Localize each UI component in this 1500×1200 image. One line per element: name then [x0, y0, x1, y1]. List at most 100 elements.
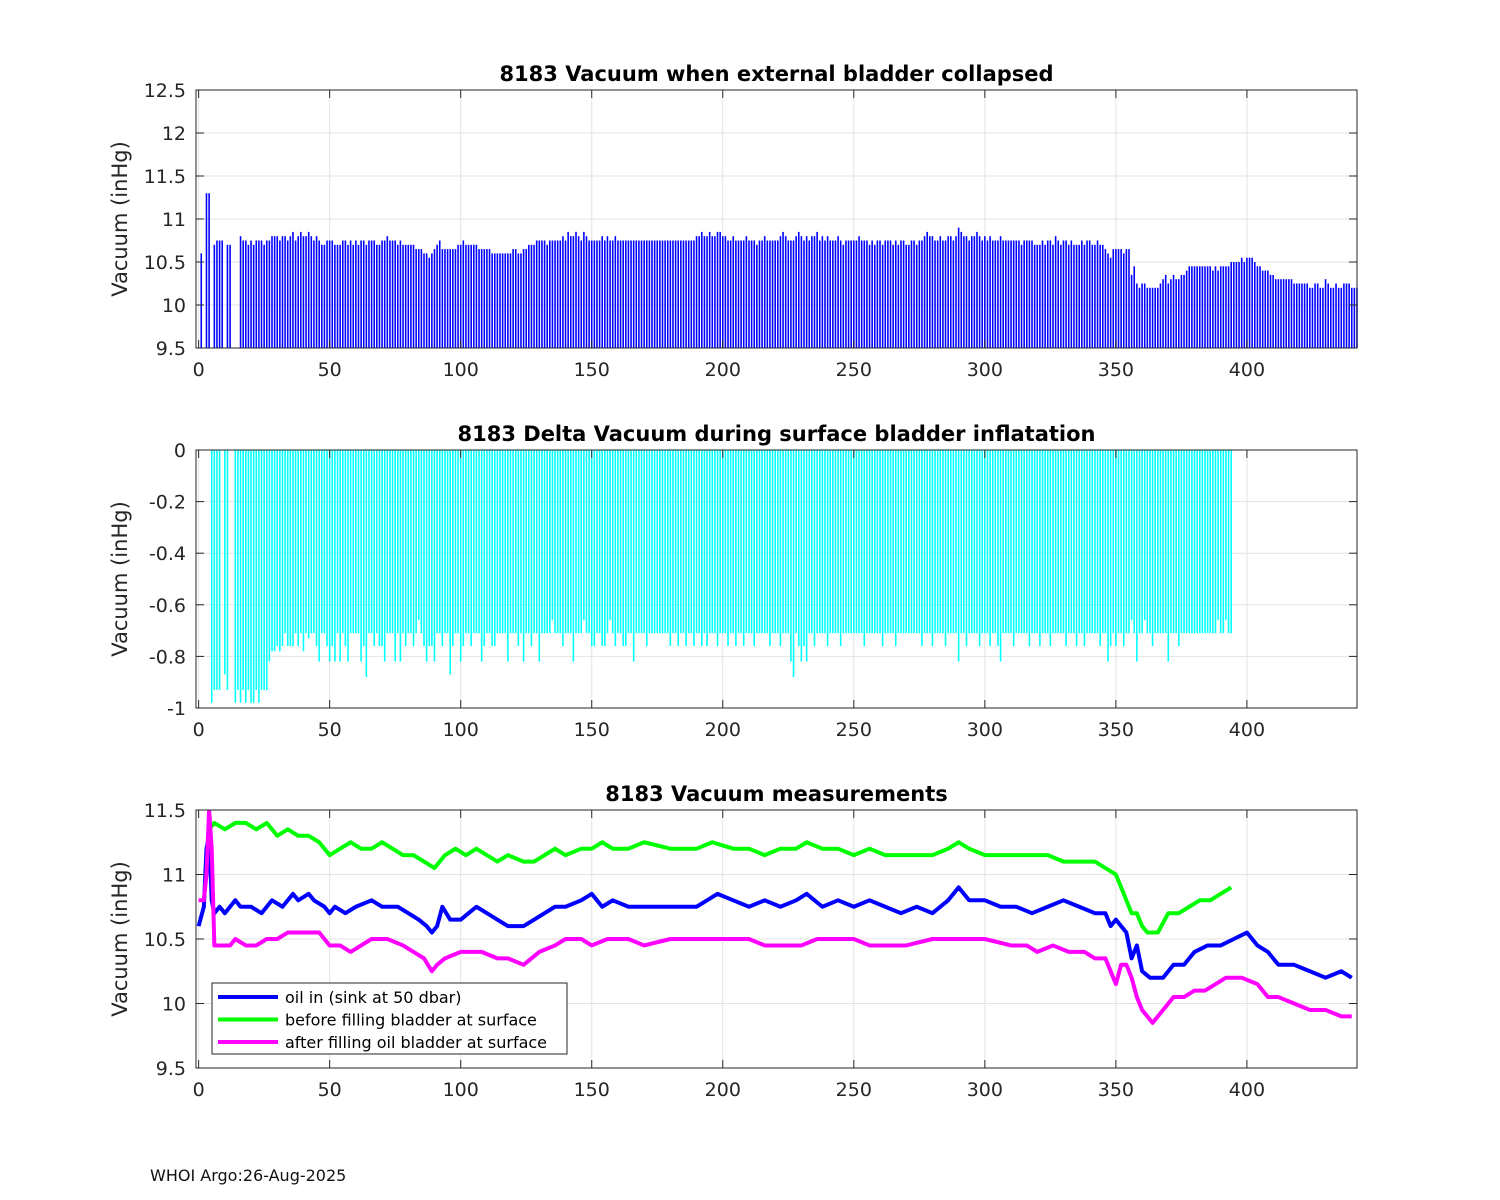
bar	[467, 244, 470, 348]
bar	[1083, 450, 1086, 647]
bar	[239, 450, 242, 703]
bar	[551, 450, 554, 621]
bar	[968, 450, 970, 634]
bar	[894, 450, 897, 647]
bar	[538, 240, 541, 348]
bar	[716, 231, 719, 348]
bar	[913, 450, 915, 634]
bar	[486, 450, 488, 634]
x-tick-label: 350	[1098, 719, 1134, 741]
bar	[1319, 287, 1322, 348]
bar	[1316, 283, 1319, 348]
bar	[1141, 283, 1143, 348]
bar	[965, 450, 968, 647]
y-tick-label: 11	[162, 209, 186, 231]
bar	[213, 244, 216, 348]
bar	[1044, 244, 1046, 348]
bar	[1178, 279, 1180, 348]
bar	[915, 244, 918, 348]
y-tick-label: -0.2	[149, 492, 186, 514]
bar	[1259, 266, 1261, 348]
bar	[659, 240, 661, 348]
bar	[1107, 253, 1109, 348]
bar	[1350, 287, 1353, 348]
chart-3: 0 50 100 150 200 250 300 350 400 9.5 10 10.5 11 11.5 8…	[108, 782, 1358, 1101]
bar	[1314, 283, 1316, 348]
bar	[1235, 262, 1238, 348]
x-tick-label: 200	[705, 1079, 741, 1101]
bar	[310, 450, 313, 634]
bar	[648, 240, 651, 348]
bar	[1149, 287, 1151, 348]
bar	[873, 450, 876, 634]
bar	[1217, 270, 1219, 348]
bar	[373, 450, 375, 647]
bar	[1143, 283, 1146, 348]
bar	[653, 240, 656, 348]
bar	[341, 240, 344, 348]
y-tick-label: 10	[162, 994, 186, 1016]
bar	[1112, 450, 1115, 634]
bar	[1167, 450, 1170, 662]
bar	[1167, 283, 1170, 348]
bar-series	[200, 193, 1358, 348]
bar	[522, 450, 525, 662]
bar	[504, 253, 507, 348]
bar	[1088, 450, 1091, 634]
bar	[1206, 266, 1209, 348]
bar	[727, 450, 729, 647]
bar-series	[210, 450, 1232, 703]
bar	[475, 450, 478, 634]
bar	[871, 450, 873, 634]
x-tick-label: 150	[574, 359, 610, 381]
bar	[590, 450, 593, 647]
bar	[1209, 450, 1212, 634]
y-tick-label: -0.4	[149, 543, 186, 565]
bar	[431, 253, 433, 348]
bar	[389, 450, 391, 634]
bar	[1026, 240, 1028, 348]
bar	[1065, 450, 1067, 647]
bar	[929, 236, 931, 348]
bar	[609, 240, 611, 348]
x-tick-label: 300	[967, 359, 1003, 381]
bar	[1075, 244, 1078, 348]
bar	[1293, 283, 1295, 348]
axes-box	[195, 449, 1358, 709]
bar	[420, 249, 423, 348]
series-line	[196, 833, 1353, 980]
bar	[771, 450, 774, 634]
bar	[703, 450, 706, 634]
bar	[436, 450, 438, 634]
bar	[239, 236, 242, 348]
bar	[1212, 270, 1214, 348]
bar	[1007, 450, 1010, 634]
bar	[1075, 450, 1078, 647]
bar	[913, 240, 915, 348]
bar	[978, 450, 981, 647]
bar	[863, 240, 866, 348]
bar	[234, 450, 237, 703]
bar	[1301, 283, 1303, 348]
bar	[562, 450, 564, 647]
bar	[417, 450, 420, 621]
bar	[1306, 283, 1308, 348]
bar	[889, 240, 892, 348]
bar	[1023, 450, 1025, 634]
bar	[499, 253, 501, 348]
bar	[1117, 450, 1120, 634]
bar	[669, 240, 672, 348]
bar	[824, 450, 826, 634]
bar	[984, 236, 986, 348]
bar	[999, 236, 1002, 348]
bar	[221, 240, 223, 348]
bar	[640, 240, 643, 348]
bar	[905, 244, 908, 348]
bar	[627, 240, 630, 348]
bar	[947, 450, 949, 634]
bar	[627, 450, 630, 634]
bar	[1180, 274, 1183, 348]
bar	[745, 236, 748, 348]
bar	[260, 240, 263, 348]
bar	[318, 240, 320, 348]
